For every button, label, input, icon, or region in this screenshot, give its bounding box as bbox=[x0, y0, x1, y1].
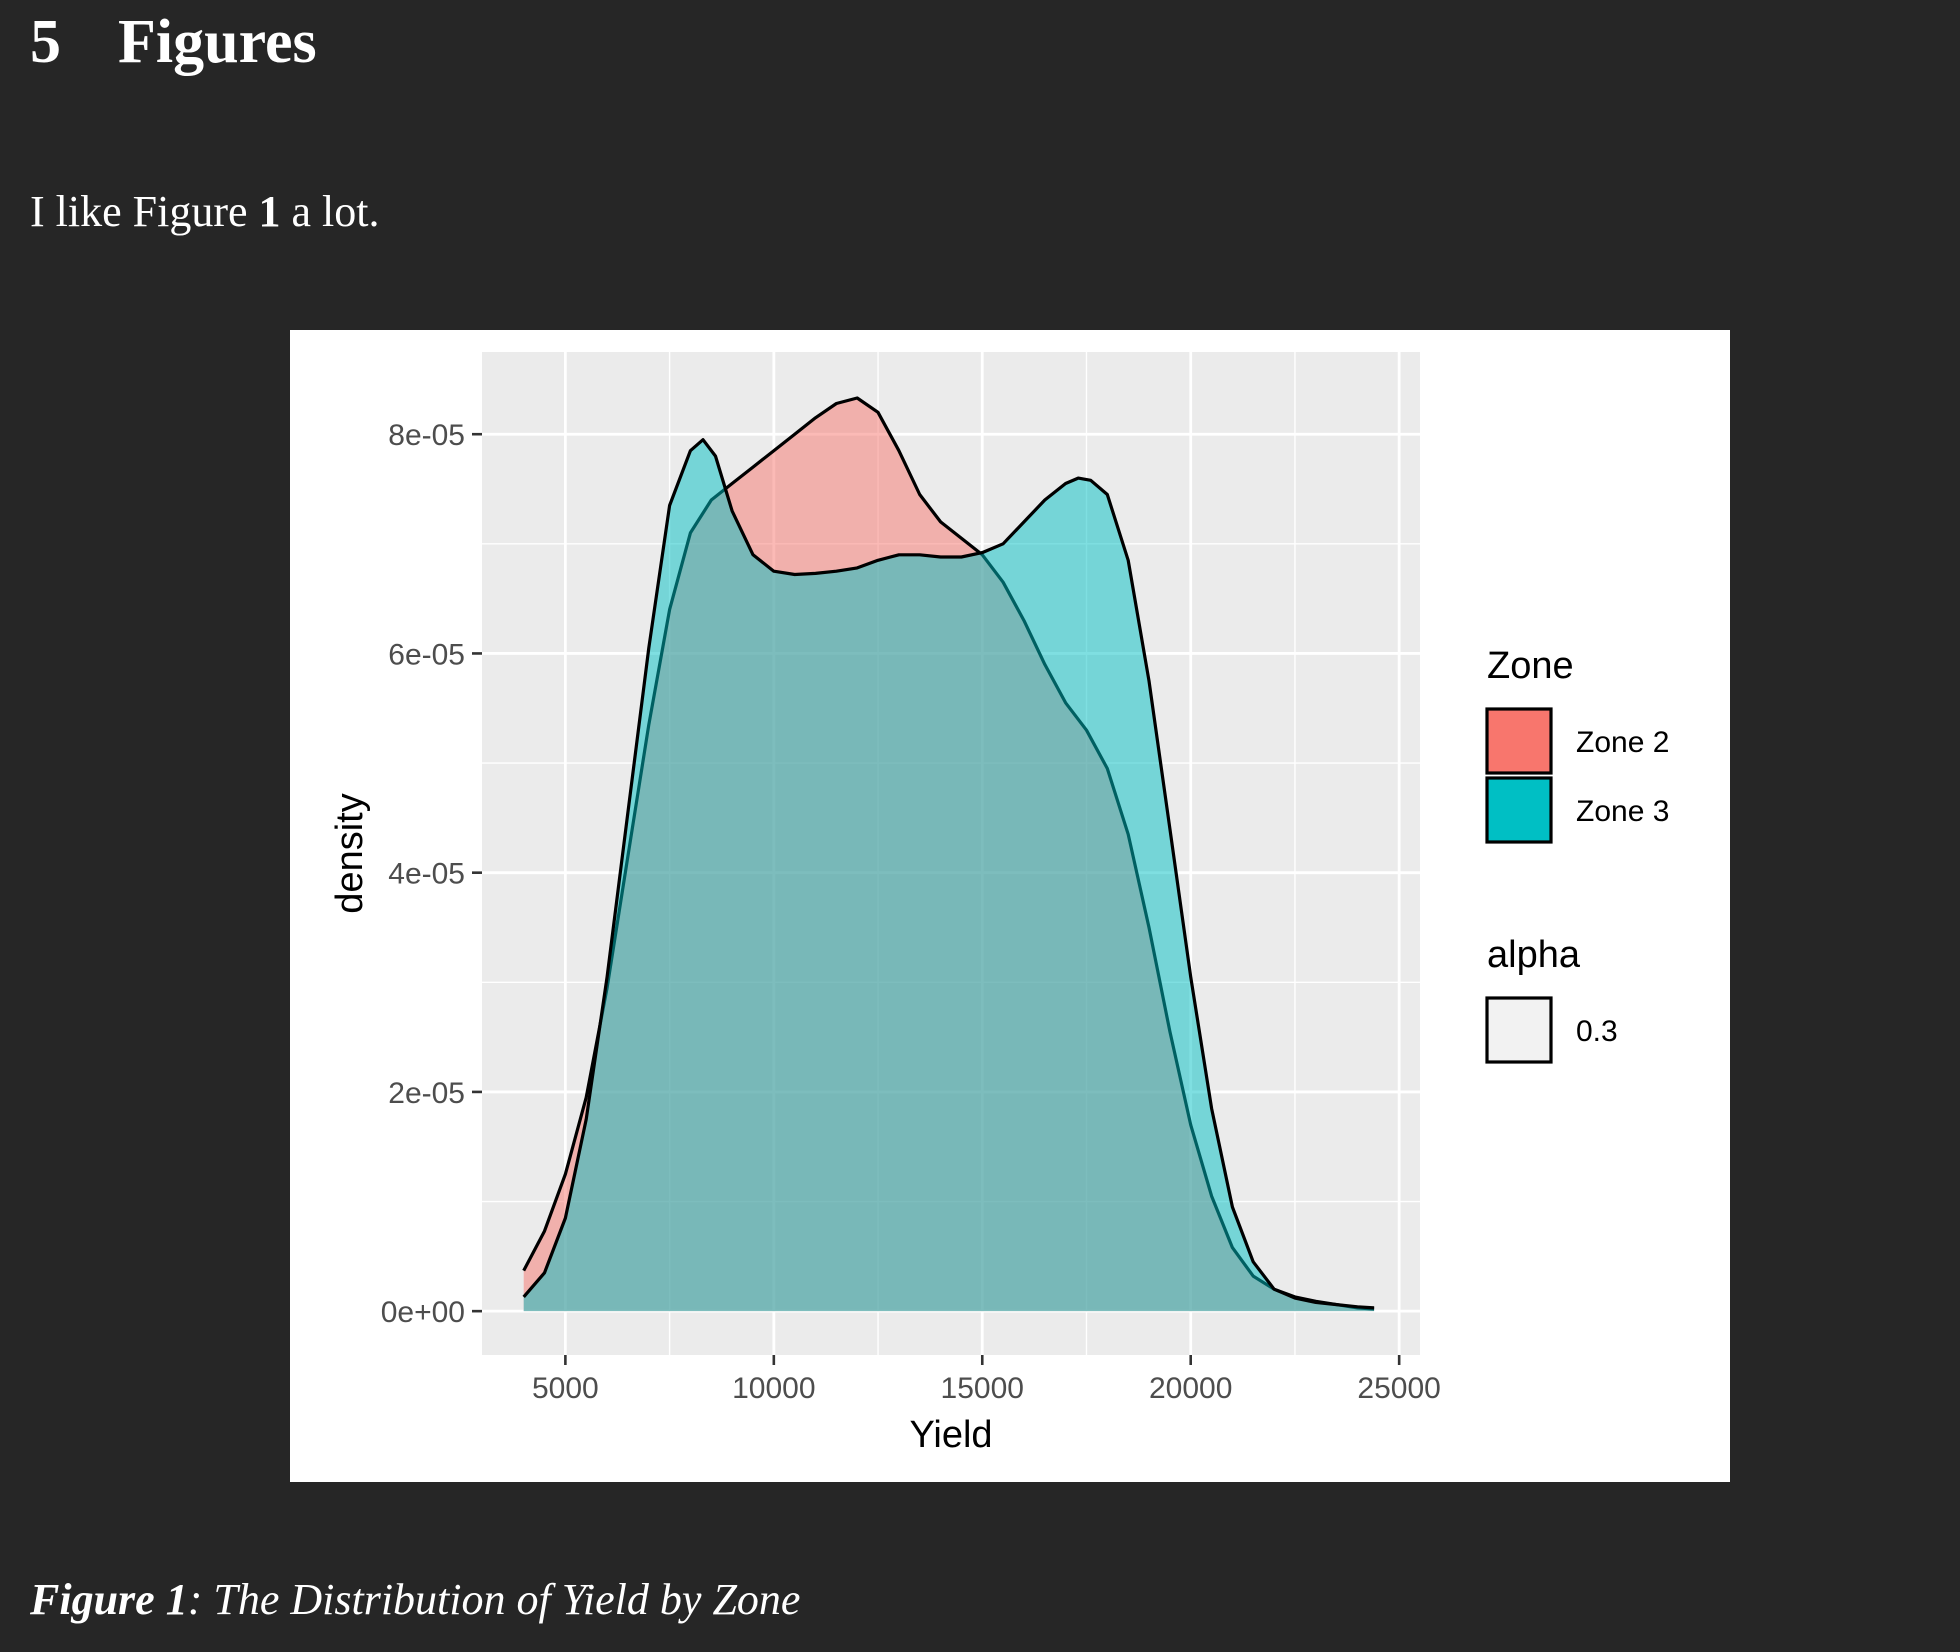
y-tick-label: 8e-05 bbox=[388, 419, 465, 452]
legend-label: 0.3 bbox=[1576, 1015, 1618, 1048]
y-tick-label: 2e-05 bbox=[388, 1077, 465, 1110]
y-tick-label: 6e-05 bbox=[388, 638, 465, 671]
figure-image: 0e+00 2e-05 4e-05 6e-05 8e-05 5000 10000 15000 2… bbox=[290, 330, 1730, 1482]
paragraph-text-after: a lot. bbox=[280, 187, 380, 236]
series-zone-3-area bbox=[523, 439, 1375, 1312]
x-tick-label: 20000 bbox=[1149, 1372, 1232, 1405]
legend-label: Zone 3 bbox=[1576, 795, 1669, 828]
caption-label: Figure 1 bbox=[30, 1575, 188, 1624]
caption-text: : The Distribution of Yield by Zone bbox=[187, 1575, 801, 1624]
figure-caption: Figure 1: The Distribution of Yield by Z… bbox=[30, 1570, 800, 1630]
legend-key-zone-2 bbox=[1485, 707, 1553, 775]
x-axis-title: Yield bbox=[909, 1414, 992, 1456]
series-zone-3-outline bbox=[522, 438, 1375, 1310]
legend-title-alpha: alpha bbox=[1487, 934, 1581, 976]
legend-label: Zone 2 bbox=[1576, 726, 1669, 759]
section-heading: 5 Figures bbox=[30, 2, 317, 82]
x-tick-label: 10000 bbox=[732, 1372, 815, 1405]
y-tick-label: 4e-05 bbox=[388, 858, 465, 891]
paragraph-text-before: I like Figure bbox=[30, 187, 259, 236]
y-axis-title: density bbox=[329, 793, 371, 913]
section-title: Figures bbox=[118, 8, 317, 76]
legend-key-zone-3 bbox=[1485, 776, 1553, 844]
x-tick-label: 25000 bbox=[1357, 1372, 1440, 1405]
body-paragraph: I like Figure 1 a lot. bbox=[30, 182, 380, 242]
x-tick-label: 15000 bbox=[941, 1372, 1024, 1405]
legend-key-alpha bbox=[1485, 996, 1553, 1064]
x-tick-label: 5000 bbox=[532, 1372, 599, 1405]
section-number: 5 bbox=[30, 8, 61, 76]
figure-reference-link[interactable]: 1 bbox=[258, 187, 281, 236]
legend-title-zone: Zone bbox=[1487, 645, 1574, 687]
density-chart: 0e+00 2e-05 4e-05 6e-05 8e-05 5000 10000 15000 2… bbox=[329, 352, 1669, 1456]
y-tick-label: 0e+00 bbox=[381, 1296, 465, 1329]
